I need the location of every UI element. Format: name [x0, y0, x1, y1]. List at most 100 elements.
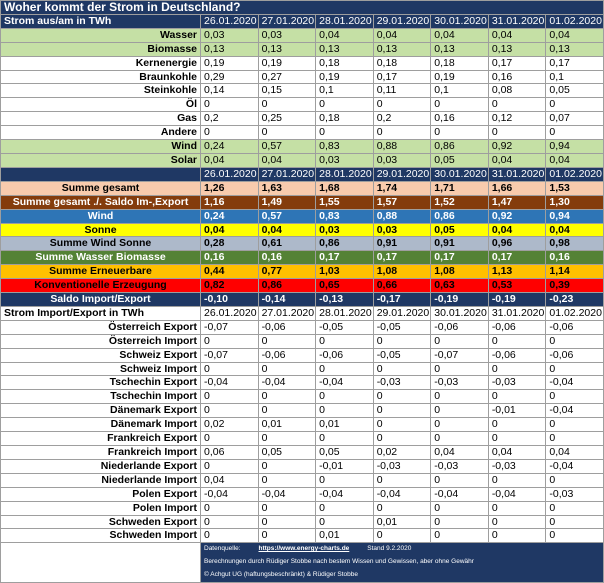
- row-label: Schweiz Export: [0, 347, 201, 363]
- date: 28.01.2020: [315, 166, 374, 182]
- cell-value: 0: [315, 125, 374, 141]
- cell-value: 0: [487, 333, 547, 349]
- header-label: [0, 166, 201, 182]
- cell-value: 0: [257, 431, 317, 446]
- cell-value: 0: [430, 389, 489, 405]
- row-label: Niederlande Export: [0, 458, 201, 474]
- cell-value: 0,04: [200, 472, 259, 488]
- stand-date: Stand 9.2.2020: [367, 545, 412, 553]
- footer-line: Datenquelle: https://www.energy-charts.de…: [204, 544, 600, 556]
- source-link[interactable]: https://www.energy-charts.de: [258, 545, 350, 553]
- cell-value: 0: [430, 97, 489, 113]
- cell-value: 0,16: [545, 250, 604, 266]
- cell-value: -0,04: [200, 486, 259, 502]
- cell-value: 0: [545, 514, 604, 530]
- data-row: Österreich Import 0 0 0 0 0 0 0: [0, 333, 604, 349]
- cell-value: 1,13: [487, 264, 547, 280]
- date: 31.01.2020: [487, 305, 547, 321]
- cell-value: 0,05: [430, 222, 489, 238]
- cell-value: 0,83: [315, 139, 374, 154]
- cell-value: -0,04: [372, 486, 432, 502]
- cell-value: 0,04: [257, 152, 317, 168]
- cell-value: 0,13: [545, 41, 604, 57]
- cell-value: 0,05: [257, 445, 317, 460]
- date: 31.01.2020: [487, 13, 547, 29]
- data-row: Summe Wind Sonne 0,28 0,61 0,86 0,91 0,91 0,96…: [0, 236, 604, 252]
- row-label: Andere: [0, 125, 201, 141]
- cell-value: 0,1: [545, 69, 604, 85]
- cell-value: 1,30: [545, 194, 604, 210]
- date: 26.01.2020: [200, 13, 259, 29]
- cell-value: 0: [200, 125, 259, 141]
- cell-value: 0: [545, 389, 604, 405]
- cell-value: 0: [372, 431, 432, 446]
- cell-value: 0: [257, 403, 317, 419]
- cell-value: 0: [200, 458, 259, 474]
- data-row: Frankreich Export 0 0 0 0 0 0 0: [0, 431, 604, 446]
- cell-value: 0,65: [315, 278, 374, 294]
- data-row: Schweden Export 0 0 0 0,01 0 0 0: [0, 514, 604, 530]
- cell-value: 1,08: [430, 264, 489, 280]
- cell-value: 0,17: [487, 55, 547, 71]
- cell-value: 0,03: [372, 152, 432, 168]
- row-label: Summe gesamt: [0, 180, 201, 196]
- cell-value: 0,18: [430, 55, 489, 71]
- cell-value: 0,66: [372, 278, 432, 294]
- cell-value: -0,04: [487, 486, 547, 502]
- cell-value: 0: [315, 500, 374, 516]
- cell-value: 0,86: [315, 236, 374, 252]
- cell-value: 0,08: [487, 83, 547, 99]
- cell-value: 0,03: [257, 27, 317, 43]
- cell-value: -0,07: [200, 347, 259, 363]
- cell-value: -0,01: [487, 403, 547, 419]
- header-row: Strom aus/am in TWh 26.01.2020 27.01.2020 2…: [0, 13, 604, 29]
- cell-value: 0,04: [257, 222, 317, 238]
- cell-value: 0,63: [430, 278, 489, 294]
- cell-value: 0,1: [430, 83, 489, 99]
- row-label: Schweden Export: [0, 514, 201, 530]
- date: 30.01.2020: [430, 305, 489, 321]
- cell-value: 0: [257, 389, 317, 405]
- cell-value: 0,19: [257, 55, 317, 71]
- cell-value: -0,17: [372, 292, 432, 307]
- cell-value: 0: [430, 514, 489, 530]
- cell-value: 0: [315, 403, 374, 419]
- cell-value: 0,17: [430, 250, 489, 266]
- cell-value: 0,13: [372, 41, 432, 57]
- cell-value: 0,18: [315, 111, 374, 127]
- cell-value: -0,06: [487, 347, 547, 363]
- cell-value: 0,04: [430, 27, 489, 43]
- cell-value: 0: [372, 389, 432, 405]
- cell-value: 0,07: [545, 111, 604, 127]
- cell-value: 0,86: [430, 139, 489, 154]
- date: 31.01.2020: [487, 166, 547, 182]
- cell-value: 0,14: [200, 83, 259, 99]
- cell-value: 1,57: [372, 194, 432, 210]
- data-row: Andere 0 0 0 0 0 0 0: [0, 125, 604, 141]
- data-row: Summe gesamt ./. Saldo Im-,Export 1,16 1,4…: [0, 194, 604, 210]
- cell-value: 0: [315, 361, 374, 377]
- cell-value: 0,13: [487, 41, 547, 57]
- row-label: Tschechin Import: [0, 389, 201, 405]
- cell-value: 0: [545, 97, 604, 113]
- cell-value: 0,13: [257, 41, 317, 57]
- row-label: Kernenergie: [0, 55, 201, 71]
- cell-value: 0,04: [545, 445, 604, 460]
- row-label: Solar: [0, 152, 201, 168]
- cell-value: 0,01: [315, 417, 374, 433]
- cell-value: 0,94: [545, 139, 604, 154]
- cell-value: 0,96: [487, 236, 547, 252]
- data-row: Öl 0 0 0 0 0 0 0: [0, 97, 604, 113]
- footer-note: Berechnungen durch Rüdiger Stobbe nach b…: [204, 558, 474, 566]
- cell-value: 0,17: [315, 250, 374, 266]
- cell-value: 0: [200, 333, 259, 349]
- cell-value: 0: [257, 458, 317, 474]
- cell-value: 0: [372, 528, 432, 544]
- cell-value: -0,05: [372, 347, 432, 363]
- row-label: Gas: [0, 111, 201, 127]
- cell-value: 0,16: [200, 250, 259, 266]
- cell-value: 0,82: [200, 278, 259, 294]
- cell-value: 0,16: [430, 111, 489, 127]
- cell-value: -0,01: [315, 458, 374, 474]
